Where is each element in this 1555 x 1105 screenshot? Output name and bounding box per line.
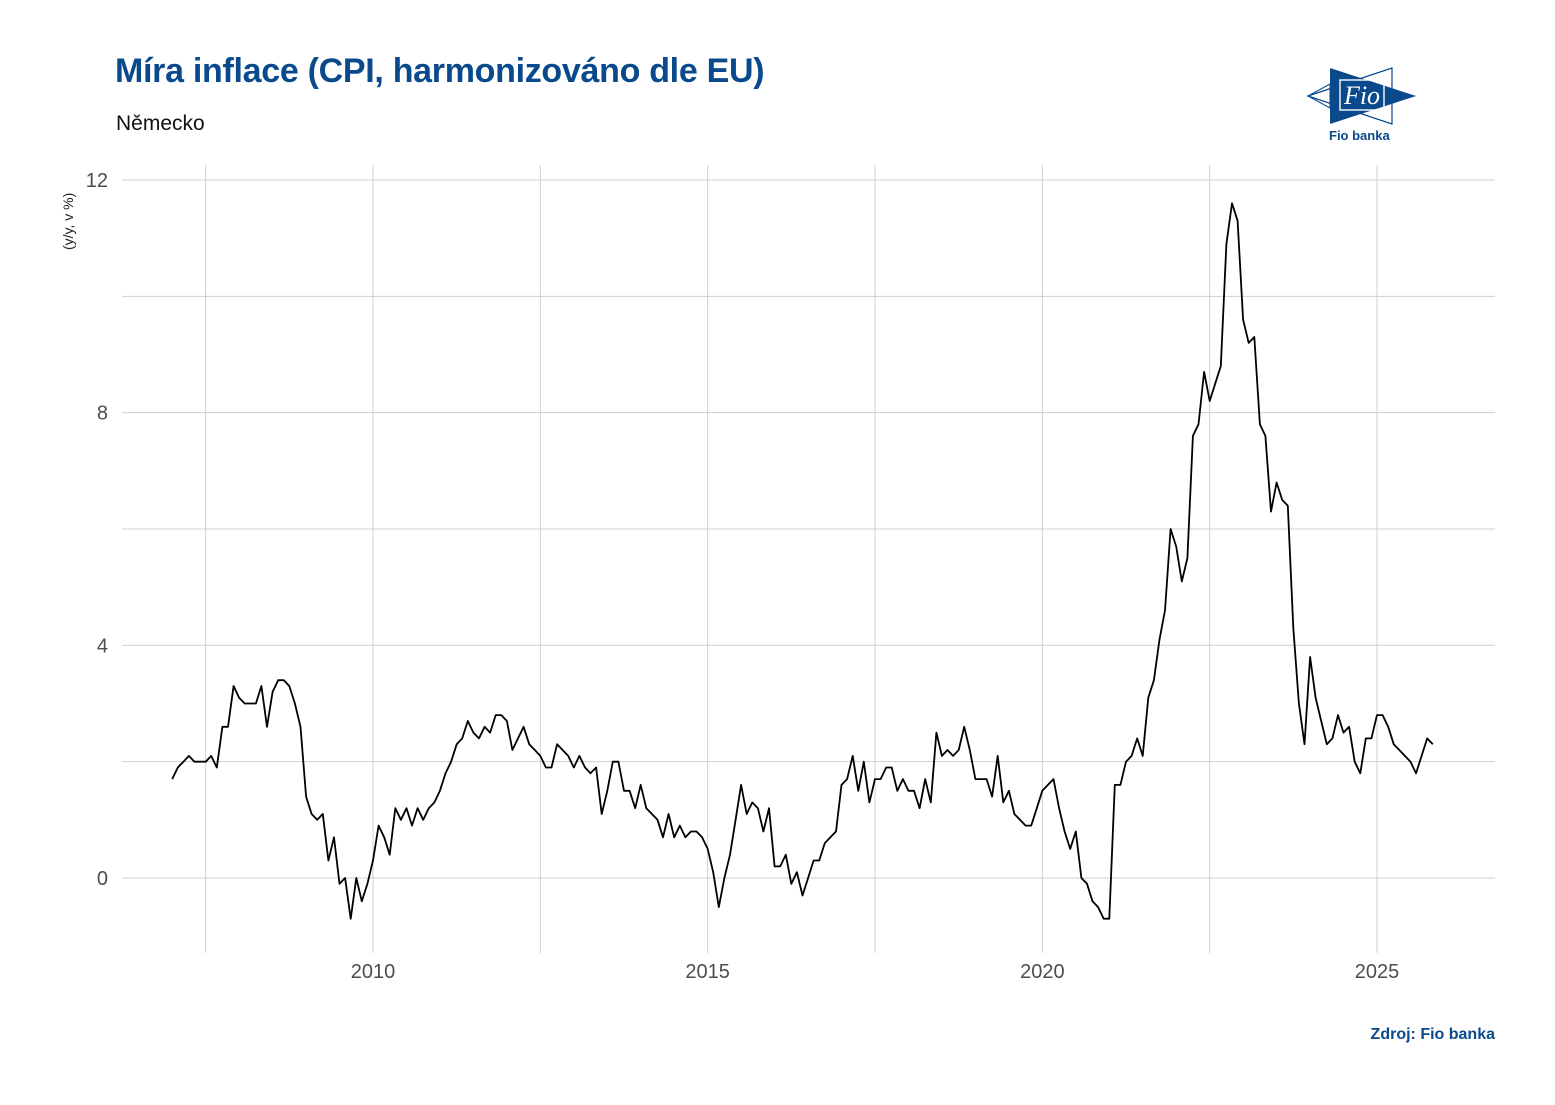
fio-logo-icon: Fio [1306,67,1416,125]
x-tick-label: 2010 [351,961,396,983]
x-tick-label: 2025 [1355,961,1400,983]
x-tick-label: 2015 [685,961,730,983]
svg-text:Fio: Fio [1343,81,1380,110]
chart-title: Míra inflace (CPI, harmonizováno dle EU) [115,52,765,90]
logo-text: Fio banka [1329,128,1390,143]
y-tick-label: 8 [97,403,108,425]
inflation-line [171,202,1434,920]
source-note: Zdroj: Fio banka [1370,1026,1495,1043]
y-tick-label: 12 [86,170,108,192]
chart-subtitle: Německo [116,112,205,135]
y-tick-label: 4 [97,635,108,657]
x-tick-label: 2020 [1020,961,1065,983]
y-tick-label: 0 [97,868,108,890]
